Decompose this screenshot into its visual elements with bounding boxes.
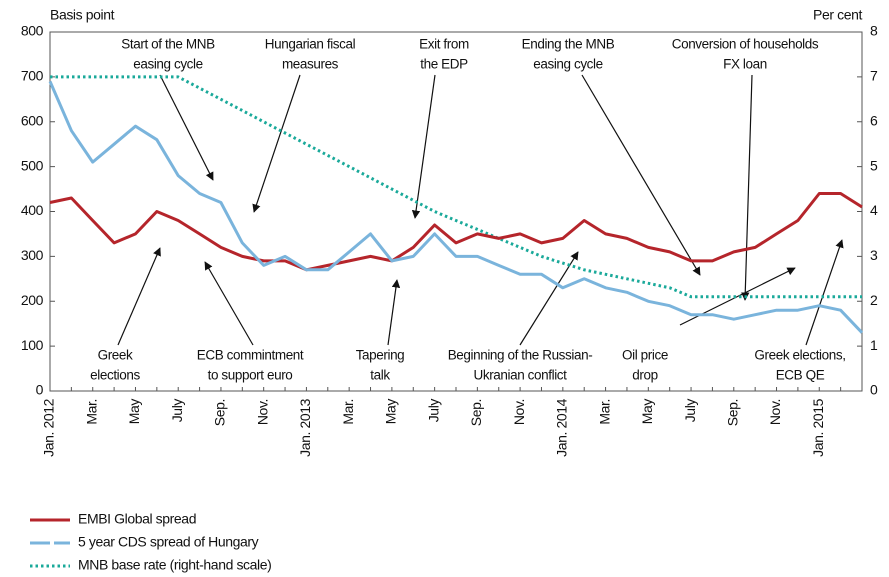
annotation: Tapering (356, 348, 405, 363)
annotation: drop (632, 368, 657, 383)
y-tick-label: 400 (21, 202, 44, 218)
x-tick-label: Sep. (724, 399, 740, 426)
x-tick-label: Nov. (767, 399, 783, 425)
annotation: Greek (98, 348, 133, 363)
x-tick-label: Nov. (511, 399, 527, 425)
annotation: Conversion of households (672, 37, 819, 52)
x-tick-label: July (169, 399, 185, 423)
annotation: to support euro (208, 368, 293, 383)
y-tick-label: 200 (21, 292, 44, 308)
annotation: the EDP (420, 57, 468, 72)
legend-label: MNB base rate (right-hand scale) (78, 557, 271, 573)
series-line (48, 80, 864, 334)
y2-tick-label: 6 (870, 112, 878, 128)
y2-axis-label: Per cent (813, 7, 862, 23)
x-tick-label: Mar. (83, 399, 99, 425)
annotation: Hungarian fiscal (265, 37, 356, 52)
y-tick-label: 300 (21, 247, 44, 263)
annotation: talk (370, 368, 390, 383)
x-tick-label: May (126, 399, 142, 425)
x-tick-label: July (425, 399, 441, 423)
x-tick-label: Mar. (340, 399, 356, 425)
annotation: easing cycle (533, 57, 603, 72)
y-tick-label: 500 (21, 157, 44, 173)
annotation: easing cycle (133, 57, 203, 72)
annotation: Beginning of the Russian- (448, 348, 593, 363)
y-tick-label: 100 (21, 337, 44, 353)
annotation: elections (90, 368, 140, 383)
y-tick-label: 600 (21, 112, 44, 128)
y2-tick-label: 8 (870, 23, 878, 39)
annotation: Oil price (622, 348, 668, 363)
plot-frame (49, 31, 863, 392)
annotation: measures (282, 57, 339, 72)
x-tick-label: Jan. 2013 (297, 398, 313, 457)
x-tick-label: May (383, 399, 399, 425)
x-tick-label: Jan. 2012 (41, 398, 57, 457)
annotation: FX loan (723, 57, 767, 72)
legend-label: 5 year CDS spread of Hungary (78, 534, 259, 550)
y-axis-label: Basis point (50, 7, 115, 23)
x-tick-label: Sep. (212, 399, 228, 426)
x-tick-label: Jan. 2014 (554, 398, 570, 457)
x-tick-label: July (682, 399, 698, 423)
y-tick-label: 700 (21, 68, 44, 84)
series-line (49, 192, 863, 272)
annotation: Ending the MNB (522, 37, 615, 52)
annotation: Ukranian conflict (474, 368, 568, 383)
annotation: ECB commintment (197, 348, 304, 363)
y2-tick-label: 2 (870, 292, 878, 308)
x-tick-label: Sep. (468, 399, 484, 426)
annotation: Start of the MNB (121, 37, 215, 52)
annotation: Greek elections, (754, 348, 845, 363)
annotation-arrows (117, 74, 844, 346)
y2-tick-label: 7 (870, 68, 878, 84)
y2-tick-label: 3 (870, 247, 878, 263)
x-tick-label: May (639, 399, 655, 425)
x-tick-label: Mar. (596, 399, 612, 425)
y-tick-label: 800 (21, 23, 44, 39)
x-tick-label: Nov. (254, 399, 270, 425)
series-line (50, 75, 862, 299)
x-tick-label: Jan. 2015 (810, 398, 826, 457)
y2-tick-label: 1 (870, 337, 878, 353)
y-tick-label: 0 (36, 382, 44, 398)
y2-tick-label: 0 (870, 382, 878, 398)
y2-tick-label: 4 (870, 202, 878, 218)
y2-tick-label: 5 (870, 157, 878, 173)
annotation: ECB QE (776, 368, 825, 383)
annotation: Exit from (419, 37, 469, 52)
legend-label: EMBI Global spread (78, 511, 196, 527)
